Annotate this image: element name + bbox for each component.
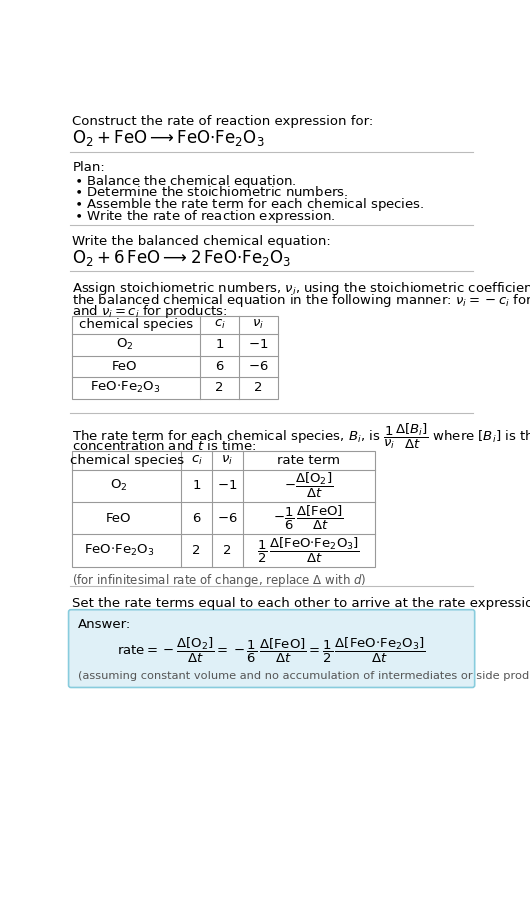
Text: (for infinitesimal rate of change, replace $\Delta$ with $d$): (for infinitesimal rate of change, repla…	[73, 572, 367, 589]
Text: $-1$: $-1$	[217, 480, 237, 492]
Text: $\mathrm{FeO{\cdot}Fe_2O_3}$: $\mathrm{FeO{\cdot}Fe_2O_3}$	[90, 380, 160, 396]
Text: $\bullet$ Assemble the rate term for each chemical species.: $\bullet$ Assemble the rate term for eac…	[74, 197, 425, 213]
Text: Assign stoichiometric numbers, $\nu_i$, using the stoichiometric coefficients, $: Assign stoichiometric numbers, $\nu_i$, …	[73, 280, 530, 298]
Text: $\mathrm{O_2 + 6\,FeO \longrightarrow 2\,FeO{\cdot}Fe_2O_3}$: $\mathrm{O_2 + 6\,FeO \longrightarrow 2\…	[73, 248, 292, 268]
Bar	[73, 451, 375, 567]
Text: $\mathrm{O_2 + FeO \longrightarrow FeO{\cdot}Fe_2O_3}$: $\mathrm{O_2 + FeO \longrightarrow FeO{\…	[73, 128, 265, 148]
Text: 1: 1	[192, 480, 201, 492]
Text: 2: 2	[216, 381, 224, 394]
Text: Set the rate terms equal to each other to arrive at the rate expression:: Set the rate terms equal to each other t…	[73, 597, 530, 610]
Text: $c_i$: $c_i$	[191, 454, 202, 467]
Text: $-1$: $-1$	[248, 339, 269, 351]
Text: $-\dfrac{\Delta[\mathrm{O_2}]}{\Delta t}$: $-\dfrac{\Delta[\mathrm{O_2}]}{\Delta t}…	[284, 471, 333, 500]
Text: Construct the rate of reaction expression for:: Construct the rate of reaction expressio…	[73, 116, 374, 128]
Text: $\mathrm{FeO{\cdot}Fe_2O_3}$: $\mathrm{FeO{\cdot}Fe_2O_3}$	[84, 543, 154, 558]
Text: $\dfrac{1}{2}\,\dfrac{\Delta[\mathrm{FeO{\cdot}Fe_2O_3}]}{\Delta t}$: $\dfrac{1}{2}\,\dfrac{\Delta[\mathrm{FeO…	[258, 536, 360, 565]
Text: $-\dfrac{1}{6}\,\dfrac{\Delta[\mathrm{FeO}]}{\Delta t}$: $-\dfrac{1}{6}\,\dfrac{\Delta[\mathrm{Fe…	[273, 504, 344, 532]
Text: chemical species: chemical species	[80, 318, 193, 331]
Text: rate term: rate term	[277, 454, 340, 467]
FancyBboxPatch shape	[68, 610, 475, 687]
Text: $-6$: $-6$	[217, 511, 238, 524]
Text: FeO: FeO	[112, 359, 137, 373]
Text: Write the balanced chemical equation:: Write the balanced chemical equation:	[73, 235, 331, 248]
Text: 2: 2	[223, 544, 232, 557]
Text: $\bullet$ Balance the chemical equation.: $\bullet$ Balance the chemical equation.	[74, 173, 296, 190]
Text: The rate term for each chemical species, $B_i$, is $\dfrac{1}{\nu_i}\dfrac{\Delt: The rate term for each chemical species,…	[73, 422, 530, 451]
Text: and $\nu_i = c_i$ for products:: and $\nu_i = c_i$ for products:	[73, 303, 228, 320]
Text: 6: 6	[216, 359, 224, 373]
Text: FeO: FeO	[106, 511, 131, 524]
Text: $\nu_i$: $\nu_i$	[222, 454, 233, 467]
Text: 1: 1	[216, 339, 224, 351]
Text: $c_i$: $c_i$	[214, 318, 226, 331]
Text: the balanced chemical equation in the following manner: $\nu_i = -c_i$ for react: the balanced chemical equation in the fo…	[73, 292, 530, 308]
Text: $\nu_i$: $\nu_i$	[252, 318, 264, 331]
Text: chemical species: chemical species	[69, 454, 184, 467]
Text: $\bullet$ Determine the stoichiometric numbers.: $\bullet$ Determine the stoichiometric n…	[74, 185, 349, 198]
Text: $\mathrm{rate} = -\dfrac{\Delta[\mathrm{O_2}]}{\Delta t} = -\dfrac{1}{6}\,\dfrac: $\mathrm{rate} = -\dfrac{\Delta[\mathrm{…	[117, 636, 426, 665]
Text: $\bullet$ Write the rate of reaction expression.: $\bullet$ Write the rate of reaction exp…	[74, 207, 335, 225]
Text: 2: 2	[254, 381, 263, 394]
Text: $-6$: $-6$	[248, 359, 269, 373]
Text: $\mathrm{O_2}$: $\mathrm{O_2}$	[116, 338, 134, 352]
Text: 2: 2	[192, 544, 201, 557]
Text: (assuming constant volume and no accumulation of intermediates or side products): (assuming constant volume and no accumul…	[78, 671, 530, 681]
Bar	[73, 316, 278, 399]
Text: Answer:: Answer:	[78, 618, 131, 632]
Text: Plan:: Plan:	[73, 161, 105, 174]
Text: 6: 6	[192, 511, 201, 524]
Text: $\mathrm{O_2}$: $\mathrm{O_2}$	[110, 478, 128, 493]
Text: concentration and $t$ is time:: concentration and $t$ is time:	[73, 439, 257, 453]
